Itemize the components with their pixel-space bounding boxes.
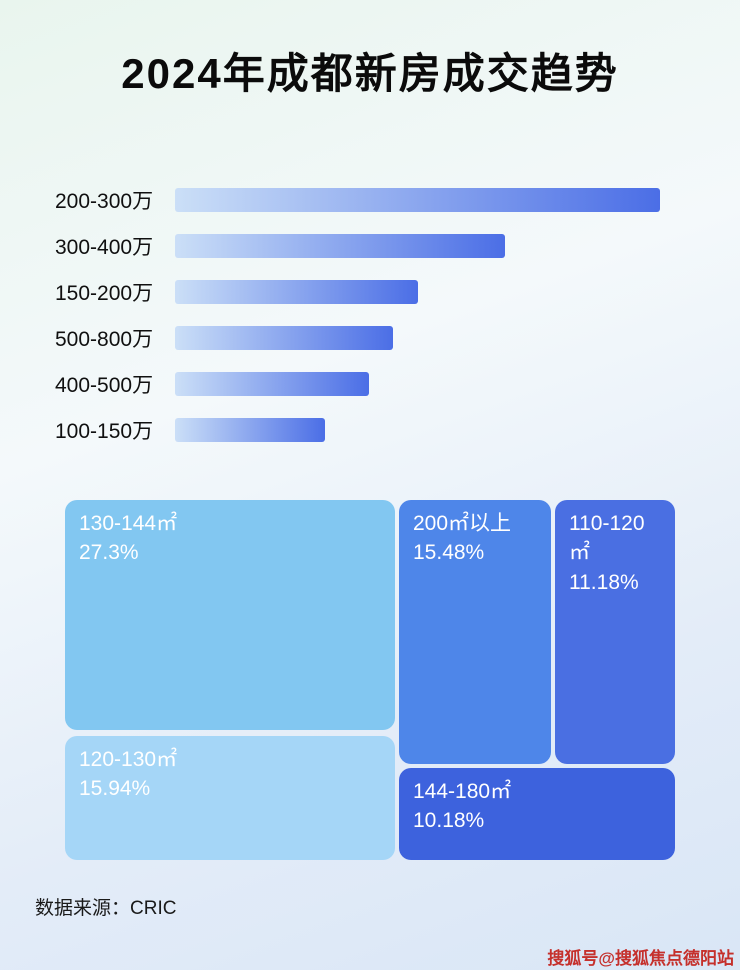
treemap-percent: 27.3% — [79, 541, 139, 565]
bar-150-200 — [175, 280, 418, 304]
bar-row: 150-200万 — [55, 280, 705, 305]
bar-category-label: 400-500万 — [55, 374, 154, 397]
bar-row: 500-800万 — [55, 326, 705, 351]
bar-category-label: 500-800万 — [55, 328, 154, 351]
treemap-label: 130-144㎡ — [79, 512, 178, 535]
bar-300-400 — [175, 234, 505, 258]
treemap-percent: 15.94% — [79, 777, 151, 801]
bar-400-500 — [175, 372, 369, 396]
treemap-block-130-144: 130-144㎡ 27.3% — [65, 500, 395, 730]
treemap-label: 200㎡以上 — [413, 512, 512, 535]
bar-category-label: 200-300万 — [55, 190, 154, 213]
treemap-block-120-130: 120-130㎡ 15.94% — [65, 736, 395, 860]
price-range-bar-chart: 200-300万 300-400万 150-200万 500-800万 400-… — [55, 188, 705, 464]
bar-100-150 — [175, 418, 326, 442]
treemap-label: 120-130㎡ — [79, 748, 178, 771]
data-source-note: 数据来源：CRIC — [35, 898, 177, 919]
bar-category-label: 100-150万 — [55, 420, 154, 443]
treemap-percent: 15.48% — [413, 541, 485, 565]
bar-200-300 — [175, 188, 660, 212]
treemap-percent: 11.18% — [569, 570, 639, 594]
treemap-block-200-plus: 200㎡以上 15.48% — [399, 500, 551, 764]
treemap-block-110-120: 110-120㎡ 11.18% — [555, 500, 675, 764]
page-title: 2024年成都新房成交趋势 — [121, 50, 619, 97]
area-share-treemap: 130-144㎡ 27.3% 200㎡以上 15.48% 110-120㎡ 11… — [65, 500, 675, 860]
bar-category-label: 150-200万 — [55, 282, 154, 305]
watermark: 搜狐号@搜狐焦点德阳站 — [547, 949, 734, 968]
treemap-block-144-180: 144-180㎡ 10.18% — [399, 768, 675, 860]
bar-row: 300-400万 — [55, 234, 705, 259]
treemap-label: 144-180㎡ — [413, 780, 512, 803]
treemap-label: 110-120㎡ — [569, 512, 645, 565]
bar-500-800 — [175, 326, 394, 350]
bar-row: 200-300万 — [55, 188, 705, 213]
treemap-percent: 10.18% — [413, 809, 485, 833]
bar-row: 400-500万 — [55, 372, 705, 397]
bar-category-label: 300-400万 — [55, 236, 154, 259]
bar-row: 100-150万 — [55, 418, 705, 443]
